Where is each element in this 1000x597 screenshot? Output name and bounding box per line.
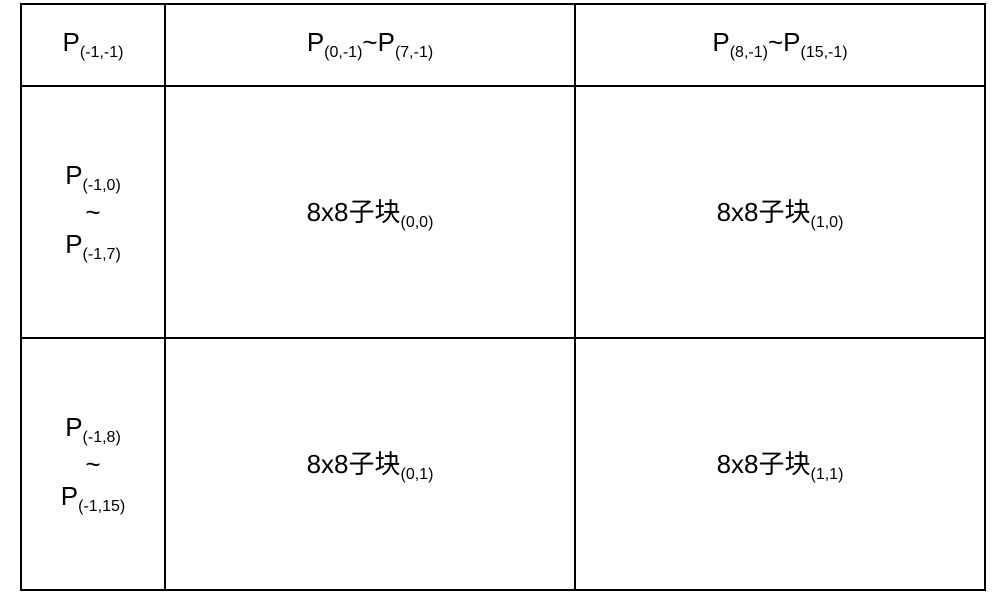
p-sub: (7,-1) xyxy=(395,45,433,62)
tilde: ~ xyxy=(61,448,125,481)
p-sub: (15,-1) xyxy=(800,45,847,62)
diagram-wrapper: P(-1,-1) P(0,-1)~P(7,-1) P(8,-1)~P(15,-1… xyxy=(20,3,986,591)
cell-subblock-10: 8x8子块(1,0) xyxy=(575,86,985,338)
tilde: ~ xyxy=(65,196,121,229)
cell-top-range-1: P(8,-1)~P(15,-1) xyxy=(575,4,985,86)
p-symbol: P xyxy=(307,27,324,57)
p-symbol: P xyxy=(65,160,82,190)
p-sub: (-1,0) xyxy=(83,177,121,194)
p-sub: (8,-1) xyxy=(730,45,768,62)
prediction-block-table: P(-1,-1) P(0,-1)~P(7,-1) P(8,-1)~P(15,-1… xyxy=(20,3,986,591)
subblock-text: 8x8子块 xyxy=(307,197,401,227)
p-sub: (-1,7) xyxy=(83,246,121,263)
p-sub: (-1,-1) xyxy=(80,45,124,62)
tilde: ~ xyxy=(768,27,783,57)
p-symbol: P xyxy=(378,27,395,57)
subblock-text: 8x8子块 xyxy=(717,449,811,479)
cell-top-range-0: P(0,-1)~P(7,-1) xyxy=(165,4,575,86)
cell-left-range-0: P(-1,0) ~ P(-1,7) xyxy=(21,86,165,338)
p-symbol: P xyxy=(61,481,78,511)
p-symbol: P xyxy=(63,27,80,57)
p-sub: (-1,15) xyxy=(78,498,125,515)
p-sub: (0,-1) xyxy=(324,45,362,62)
subblock-text: 8x8子块 xyxy=(717,197,811,227)
subblock-sub: (1,1) xyxy=(811,466,844,483)
p-symbol: P xyxy=(783,27,800,57)
cell-subblock-11: 8x8子块(1,1) xyxy=(575,338,985,590)
cell-corner-pixel: P(-1,-1) xyxy=(21,4,165,86)
cell-left-range-1: P(-1,8) ~ P(-1,15) xyxy=(21,338,165,590)
subblock-text: 8x8子块 xyxy=(307,449,401,479)
tilde: ~ xyxy=(362,27,377,57)
cell-subblock-01: 8x8子块(0,1) xyxy=(165,338,575,590)
p-sub: (-1,8) xyxy=(83,429,121,446)
p-symbol: P xyxy=(712,27,729,57)
subblock-sub: (0,0) xyxy=(401,214,434,231)
cell-subblock-00: 8x8子块(0,0) xyxy=(165,86,575,338)
p-symbol: P xyxy=(65,412,82,442)
p-symbol: P xyxy=(65,229,82,259)
subblock-sub: (0,1) xyxy=(401,466,434,483)
subblock-sub: (1,0) xyxy=(811,214,844,231)
